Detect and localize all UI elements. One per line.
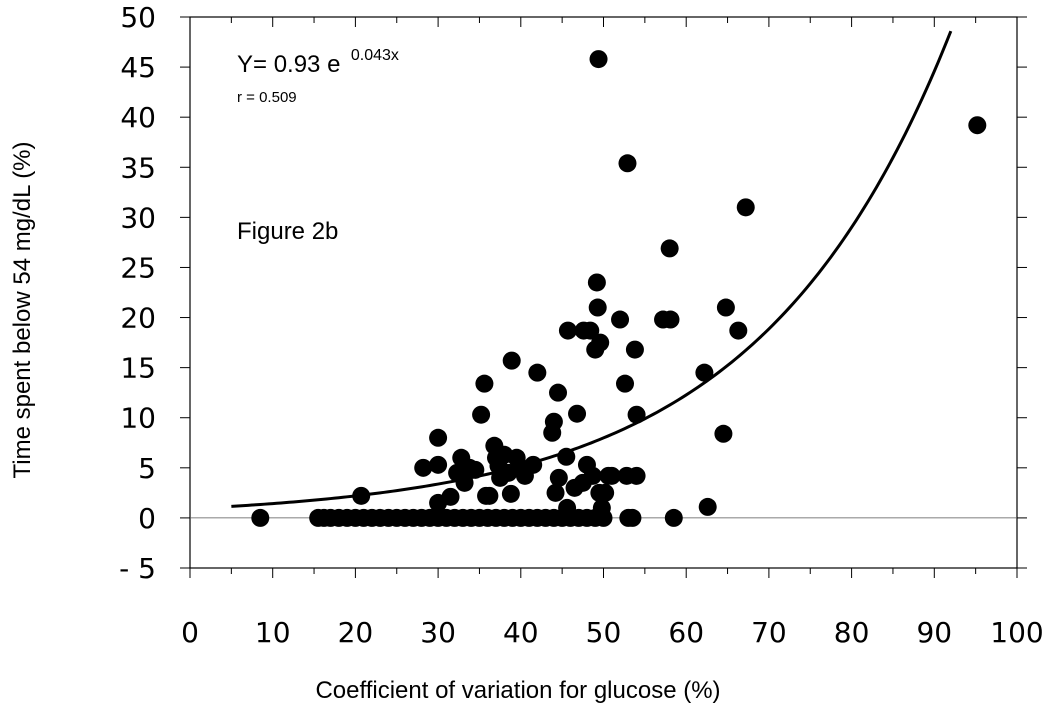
data-point <box>581 321 600 340</box>
data-point <box>544 412 563 431</box>
data-point <box>352 486 371 505</box>
y-tick-label: 30 <box>120 201 156 234</box>
data-point <box>625 340 644 359</box>
data-point <box>698 497 717 516</box>
data-point <box>549 468 568 487</box>
data-point <box>475 374 494 393</box>
data-point <box>502 351 521 370</box>
y-tick-label: 50 <box>120 1 156 34</box>
data-point <box>549 383 568 402</box>
x-tick-label: 60 <box>668 616 704 649</box>
data-point <box>528 363 547 382</box>
r-value-label: r = 0.509 <box>237 89 297 106</box>
axis-ticks <box>180 16 1027 578</box>
x-tick-label: 50 <box>586 616 622 649</box>
data-point <box>524 455 543 474</box>
data-point <box>660 239 679 258</box>
data-point <box>583 466 602 485</box>
x-tick-label: 0 <box>181 616 199 649</box>
x-tick-label: 90 <box>916 616 952 649</box>
equation-exponent: 0.043x <box>351 47 399 64</box>
data-point <box>455 473 474 492</box>
data-point <box>661 310 680 329</box>
x-tick-label: 80 <box>834 616 870 649</box>
y-tick-label: 40 <box>120 101 156 134</box>
data-point <box>695 363 714 382</box>
y-tick-label: 5 <box>138 452 156 485</box>
data-point <box>591 333 610 352</box>
y-tick-label: 10 <box>120 402 156 435</box>
fit-curve <box>231 30 953 508</box>
data-point <box>616 374 635 393</box>
y-tick-label: 15 <box>120 352 156 385</box>
data-point <box>557 447 576 466</box>
data-point <box>546 483 565 502</box>
data-point <box>596 483 615 502</box>
data-point <box>968 116 987 135</box>
data-point <box>441 487 460 506</box>
data-point <box>472 405 491 424</box>
data-point <box>602 466 621 485</box>
data-point <box>627 405 646 424</box>
data-point <box>587 273 606 292</box>
data-point <box>623 508 642 527</box>
data-point <box>588 298 607 317</box>
data-point <box>736 198 755 217</box>
x-tick-label: 40 <box>503 616 539 649</box>
data-point <box>592 498 611 517</box>
data-point <box>429 455 448 474</box>
y-tick-label: 20 <box>120 302 156 335</box>
fit-curve-layer <box>231 30 953 508</box>
y-tick-label: 35 <box>120 151 156 184</box>
y-tick-labels: - 5 0 5 10 15 20 25 30 35 40 45 50 <box>119 1 156 585</box>
data-point <box>251 508 270 527</box>
data-point <box>501 484 520 503</box>
data-point <box>558 321 577 340</box>
equation-label: Y= 0.93 e 0.043x <box>237 47 399 78</box>
x-axis-title: Coefficient of variation for glucose (%) <box>315 677 720 704</box>
y-axis-title: Time spent below 54 mg/dL (%) <box>9 141 36 478</box>
data-point <box>618 154 637 173</box>
y-tick-label: 45 <box>120 51 156 84</box>
y-tick-label: 0 <box>138 502 156 535</box>
data-point <box>480 486 499 505</box>
equation-main: Y= 0.93 e <box>237 51 340 78</box>
data-point <box>466 460 485 479</box>
data-point <box>429 428 448 447</box>
data-point <box>664 508 683 527</box>
x-tick-label: 10 <box>255 616 291 649</box>
data-point <box>589 50 608 69</box>
data-point <box>729 321 748 340</box>
x-tick-labels: 0 10 20 30 40 50 60 70 80 90 100 <box>181 616 1044 649</box>
x-tick-label: 100 <box>990 616 1043 649</box>
data-point <box>611 310 630 329</box>
y-tick-label: - 5 <box>119 552 156 585</box>
x-tick-label: 70 <box>751 616 787 649</box>
data-point <box>414 458 433 477</box>
x-tick-label: 20 <box>338 616 374 649</box>
y-tick-label: 25 <box>120 251 156 284</box>
data-point <box>568 404 587 423</box>
x-tick-label: 30 <box>420 616 456 649</box>
data-point <box>714 424 733 443</box>
data-points <box>251 50 987 527</box>
figure-label: Figure 2b <box>237 218 338 245</box>
data-point <box>627 466 646 485</box>
data-point <box>558 498 577 517</box>
data-point <box>716 298 735 317</box>
